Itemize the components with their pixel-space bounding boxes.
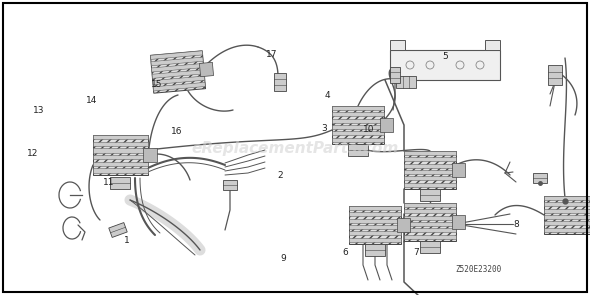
- Text: 3: 3: [322, 124, 327, 133]
- Bar: [93, 135, 148, 175]
- Bar: [332, 138, 384, 142]
- Bar: [365, 244, 385, 256]
- Bar: [397, 218, 410, 232]
- Bar: [420, 189, 440, 201]
- Bar: [150, 51, 205, 93]
- Bar: [150, 51, 202, 59]
- Bar: [109, 222, 127, 237]
- Bar: [404, 170, 456, 174]
- Bar: [332, 119, 384, 123]
- Bar: [544, 196, 590, 200]
- Bar: [544, 202, 590, 206]
- Bar: [332, 131, 384, 135]
- Bar: [93, 148, 148, 153]
- Bar: [404, 176, 456, 181]
- Bar: [548, 65, 562, 85]
- Bar: [404, 164, 456, 168]
- Bar: [404, 235, 456, 239]
- Bar: [93, 168, 148, 173]
- Bar: [153, 82, 205, 91]
- Text: 9: 9: [280, 254, 286, 263]
- Bar: [390, 67, 400, 83]
- Bar: [93, 162, 148, 166]
- Bar: [349, 206, 401, 244]
- Bar: [380, 118, 393, 132]
- Text: 7: 7: [413, 248, 419, 257]
- Bar: [152, 70, 204, 78]
- Bar: [110, 177, 130, 189]
- Bar: [420, 241, 440, 253]
- Bar: [153, 76, 205, 85]
- Bar: [452, 163, 465, 177]
- Text: 17: 17: [266, 50, 277, 59]
- Bar: [404, 151, 456, 189]
- Text: 5: 5: [442, 52, 448, 60]
- Bar: [93, 142, 148, 146]
- Bar: [404, 183, 456, 187]
- Text: 12: 12: [27, 149, 38, 158]
- Bar: [349, 231, 401, 235]
- Bar: [452, 215, 465, 229]
- Bar: [151, 57, 203, 66]
- Text: 8: 8: [513, 220, 519, 229]
- Bar: [404, 203, 456, 241]
- Text: 13: 13: [32, 106, 44, 115]
- Bar: [143, 148, 157, 162]
- Bar: [544, 215, 590, 219]
- Bar: [348, 144, 368, 156]
- Bar: [349, 212, 401, 217]
- Text: 4: 4: [324, 91, 330, 100]
- Text: 15: 15: [150, 80, 162, 88]
- Bar: [544, 196, 590, 234]
- Bar: [485, 40, 500, 50]
- Bar: [349, 238, 401, 242]
- Bar: [404, 157, 456, 161]
- Bar: [396, 76, 416, 88]
- Text: 11: 11: [103, 178, 115, 187]
- Bar: [404, 216, 456, 220]
- Bar: [332, 106, 384, 144]
- Bar: [404, 209, 456, 214]
- Bar: [152, 63, 204, 72]
- Bar: [332, 106, 384, 110]
- Bar: [199, 62, 214, 77]
- Text: 10: 10: [363, 125, 375, 134]
- Text: 6: 6: [342, 248, 348, 257]
- Bar: [349, 225, 401, 229]
- Bar: [223, 180, 237, 190]
- Bar: [544, 221, 590, 225]
- Bar: [390, 40, 405, 50]
- Bar: [349, 219, 401, 223]
- Text: 14: 14: [86, 96, 97, 105]
- Bar: [404, 203, 456, 207]
- Bar: [93, 135, 148, 139]
- Bar: [274, 73, 286, 91]
- Bar: [332, 125, 384, 129]
- Bar: [544, 228, 590, 232]
- Bar: [390, 50, 500, 80]
- Bar: [404, 151, 456, 155]
- Text: eReplacementParts.com: eReplacementParts.com: [191, 140, 399, 155]
- Text: 16: 16: [171, 127, 183, 136]
- Text: 2: 2: [277, 171, 283, 180]
- Bar: [93, 155, 148, 159]
- Bar: [404, 222, 456, 226]
- Text: Z520E23200: Z520E23200: [455, 265, 501, 274]
- Text: 1: 1: [124, 236, 130, 245]
- Bar: [332, 112, 384, 117]
- Bar: [544, 209, 590, 213]
- Bar: [533, 173, 547, 183]
- Bar: [404, 228, 456, 232]
- Bar: [349, 206, 401, 210]
